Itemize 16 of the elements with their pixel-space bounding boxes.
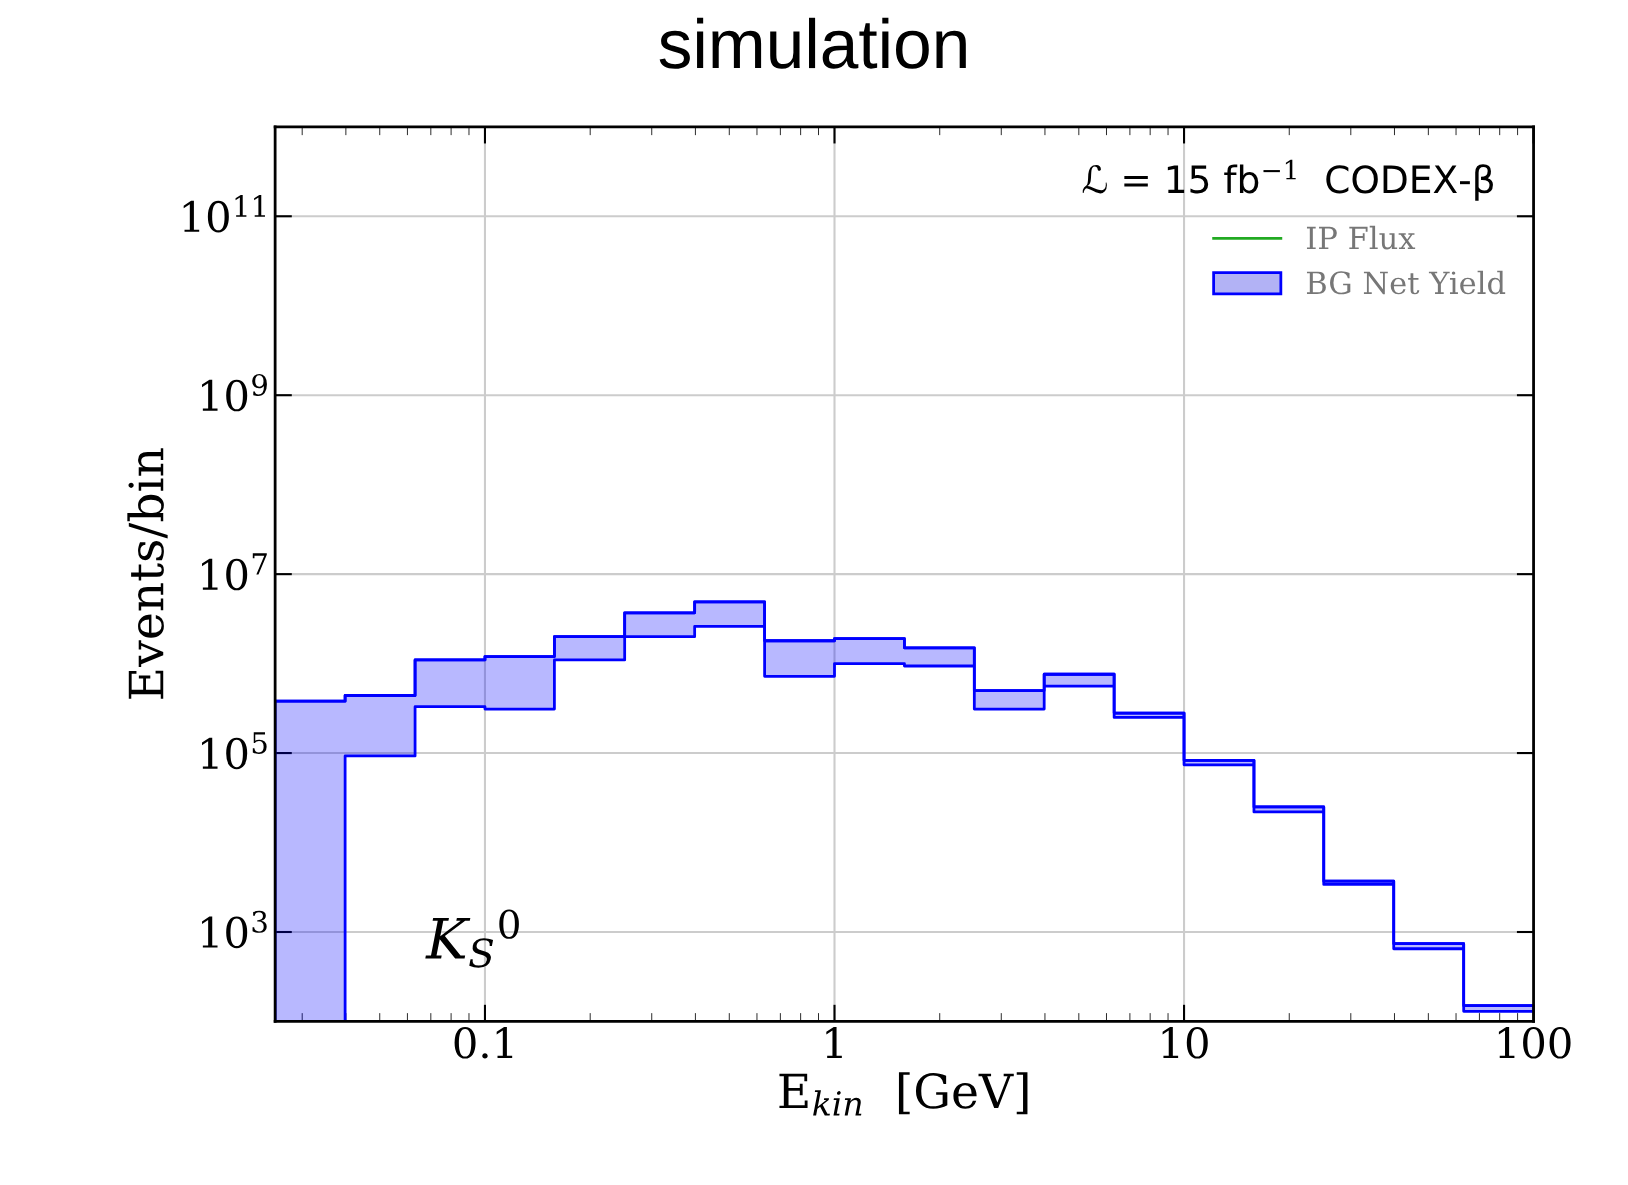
y-tick-label: 10$^{11}$	[183, 195, 265, 233]
y-tick-label: 10$^{9}$	[202, 373, 267, 412]
legend-label: IP Flux	[1306, 225, 1416, 250]
annotation: K$_{S}$$^{0}$	[425, 909, 519, 968]
x-tick-label: 100	[1498, 1027, 1571, 1059]
x-axis-title: E$_{kin}$ [GeV]	[779, 1072, 1028, 1116]
x-tick-label: 0.1	[454, 1027, 513, 1059]
chart-title: simulation	[659, 17, 966, 69]
x-tick-label: 1	[826, 1027, 842, 1058]
y-tick-label: 10$^{5}$	[202, 732, 267, 770]
x-tick-label: 10	[1162, 1027, 1208, 1059]
y-axis-title: Events/bin	[127, 448, 168, 699]
annotation: ℒ = 15 fb$^{−1}$ CODEX-β	[1082, 159, 1493, 201]
legend-label: BG Net Yield	[1306, 270, 1506, 295]
y-tick-label: 10$^{3}$	[202, 910, 267, 949]
y-tick-label: 10$^{7}$	[202, 553, 267, 591]
